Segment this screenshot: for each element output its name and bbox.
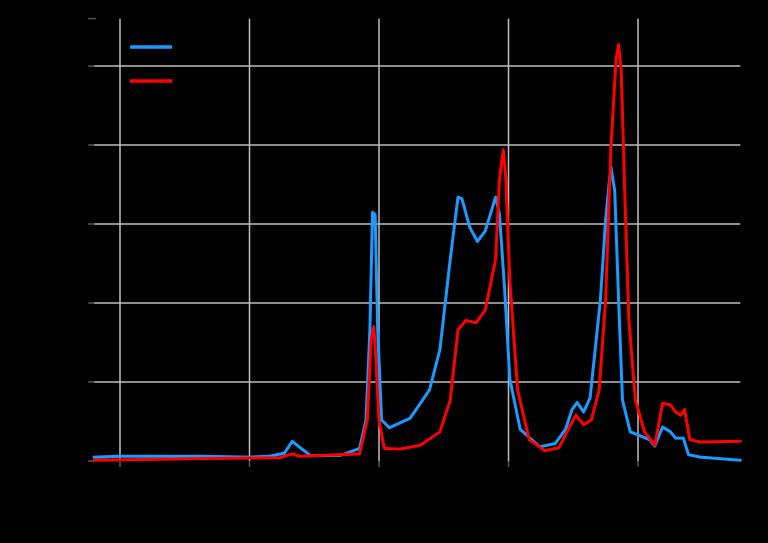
data-series — [92, 43, 742, 462]
axes — [88, 17, 639, 467]
legend — [130, 45, 172, 83]
series-red-line — [92, 43, 742, 462]
